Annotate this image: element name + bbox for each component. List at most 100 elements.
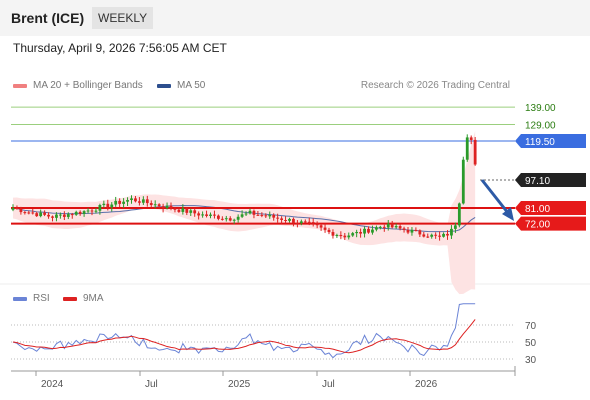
candle-body xyxy=(23,212,27,214)
candle xyxy=(15,205,19,210)
candle-body xyxy=(442,233,445,237)
candle-body xyxy=(292,218,295,223)
candle-body xyxy=(398,226,402,229)
candle-body xyxy=(217,215,220,219)
candle-body xyxy=(181,208,185,212)
candle-body xyxy=(382,226,386,228)
candle-body xyxy=(19,208,23,213)
level-label-2: 119.50 xyxy=(525,137,555,148)
candle xyxy=(244,211,248,217)
candle xyxy=(319,223,323,231)
candle xyxy=(209,212,212,219)
candle xyxy=(213,210,216,219)
rsi-swatch xyxy=(13,296,27,301)
candle-body xyxy=(296,222,299,224)
candle-body xyxy=(59,214,62,216)
candle xyxy=(446,230,449,240)
candle xyxy=(27,210,31,215)
rsi-tick-label: 50 xyxy=(525,338,537,349)
candle-body xyxy=(126,200,129,202)
rsi-line xyxy=(12,303,476,359)
x-tick-label: 2025 xyxy=(228,379,251,390)
candle-body xyxy=(363,228,366,234)
candle-body xyxy=(27,212,31,214)
x-tick-label: Jul xyxy=(322,379,335,390)
candle xyxy=(280,216,283,225)
candle xyxy=(138,197,141,206)
candle xyxy=(457,202,461,228)
level-tag-bg-3 xyxy=(515,172,586,187)
candle-body xyxy=(280,218,283,221)
candle-body xyxy=(311,222,315,224)
candle-body xyxy=(82,211,86,214)
candle-body xyxy=(288,218,291,221)
level-tag-3: 97.10 xyxy=(515,172,586,187)
level-tag-4: 81.00 xyxy=(515,200,586,215)
candle-body xyxy=(185,208,189,213)
candle xyxy=(371,225,374,235)
candle xyxy=(260,212,264,218)
candle xyxy=(110,202,114,212)
candle-body xyxy=(94,210,98,212)
candle-body xyxy=(402,228,406,230)
candle-body xyxy=(138,201,141,203)
ma50-label: MA 50 xyxy=(177,80,206,91)
ma9-label: 9MA xyxy=(83,293,104,304)
candle xyxy=(82,210,86,217)
candle-body xyxy=(390,223,394,228)
candle xyxy=(268,211,272,219)
candle xyxy=(145,195,149,207)
candle-body xyxy=(465,137,469,160)
candle xyxy=(35,211,39,217)
candle-body xyxy=(410,229,414,233)
candle-body xyxy=(446,233,449,236)
candle-body xyxy=(141,199,145,203)
candle xyxy=(141,196,145,205)
candle-body xyxy=(122,201,125,204)
candle xyxy=(217,214,220,221)
candle xyxy=(224,215,228,222)
candle-body xyxy=(177,209,181,212)
candle-body xyxy=(106,203,110,208)
candle xyxy=(434,232,438,239)
candle xyxy=(426,233,430,238)
candle xyxy=(422,231,426,238)
candle xyxy=(197,211,201,220)
candle-body xyxy=(323,227,327,230)
candle-body xyxy=(193,210,197,214)
candle xyxy=(465,134,469,162)
candle-body xyxy=(438,235,441,237)
candle-body xyxy=(414,229,418,231)
candle xyxy=(118,198,122,208)
candle xyxy=(205,210,208,218)
candle xyxy=(232,218,236,225)
bollinger-label: MA 20 + Bollinger Bands xyxy=(33,80,143,91)
ma50-swatch xyxy=(157,83,171,88)
candle xyxy=(90,207,94,216)
candle xyxy=(450,225,453,239)
candle xyxy=(252,209,256,219)
candle-body xyxy=(209,214,212,216)
candle-body xyxy=(153,204,157,206)
legend-bollinger: MA 20 + Bollinger Bands xyxy=(13,80,143,91)
candle xyxy=(39,209,43,218)
candle-body xyxy=(351,233,355,236)
candle-body xyxy=(284,220,287,222)
candle xyxy=(406,227,410,235)
period-button[interactable]: WEEKLY xyxy=(92,7,154,29)
candle-body xyxy=(386,223,390,228)
candle-body xyxy=(315,223,319,226)
candle xyxy=(363,226,366,238)
candle-body xyxy=(355,231,359,234)
candle-body xyxy=(118,200,122,204)
candle-body xyxy=(98,205,102,211)
candle-body xyxy=(272,214,276,218)
candle-body xyxy=(220,218,224,220)
candle-body xyxy=(70,214,74,216)
instrument-title: Brent (ICE) xyxy=(11,10,85,26)
candle-body xyxy=(426,236,430,238)
candle xyxy=(359,228,362,238)
candle xyxy=(62,211,66,221)
candle xyxy=(331,229,335,239)
candle xyxy=(264,213,268,218)
